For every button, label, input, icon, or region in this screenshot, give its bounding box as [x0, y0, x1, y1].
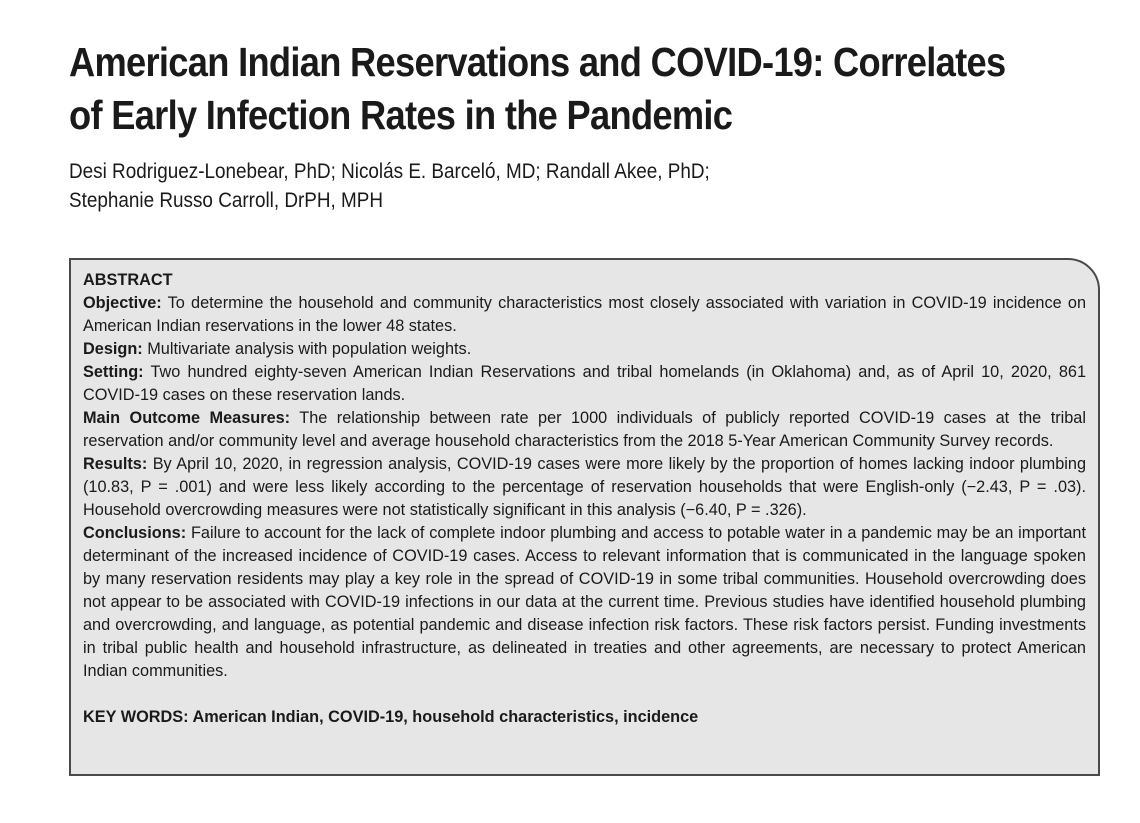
article-title-line-2: of Early Infection Rates in the Pandemic: [69, 92, 733, 138]
conclusions-label: Conclusions:: [83, 524, 187, 542]
conclusions-text: Failure to account for the lack of compl…: [83, 524, 1086, 680]
design-label: Design:: [83, 340, 143, 358]
abstract-results: Results: By April 10, 2020, in regressio…: [83, 453, 1086, 522]
abstract-design: Design: Multivariate analysis with popul…: [83, 338, 1086, 361]
objective-label: Objective:: [83, 294, 162, 312]
keywords: KEY WORDS: American Indian, COVID-19, ho…: [83, 708, 699, 726]
article-title-line-1: American Indian Reservations and COVID-1…: [69, 39, 1006, 85]
author-list: Desi Rodriguez-Lonebear, PhD; Nicolás E.…: [69, 157, 710, 215]
abstract-objective: Objective: To determine the household an…: [83, 292, 1086, 338]
results-label: Results:: [83, 455, 148, 473]
author-list-line-1: Desi Rodriguez-Lonebear, PhD; Nicolás E.…: [69, 160, 710, 183]
abstract-heading: ABSTRACT: [83, 271, 173, 289]
setting-label: Setting:: [83, 363, 144, 381]
article-title: American Indian Reservations and COVID-1…: [69, 36, 1006, 142]
setting-text: Two hundred eighty-seven American Indian…: [83, 363, 1086, 404]
outcome-text: The relationship between rate per 1000 i…: [83, 409, 1086, 450]
results-text: By April 10, 2020, in regression analysi…: [83, 455, 1086, 519]
abstract-conclusions: Conclusions: Failure to account for the …: [83, 522, 1086, 683]
abstract-setting: Setting: Two hundred eighty-seven Americ…: [83, 361, 1086, 407]
abstract-outcome-measures: Main Outcome Measures: The relationship …: [83, 407, 1086, 453]
outcome-label: Main Outcome Measures:: [83, 409, 291, 427]
author-list-line-2: Stephanie Russo Carroll, DrPH, MPH: [69, 189, 384, 212]
design-text: Multivariate analysis with population we…: [142, 340, 472, 358]
abstract-box: ABSTRACT Objective: To determine the hou…: [69, 258, 1100, 776]
objective-text: To determine the household and community…: [83, 294, 1086, 335]
